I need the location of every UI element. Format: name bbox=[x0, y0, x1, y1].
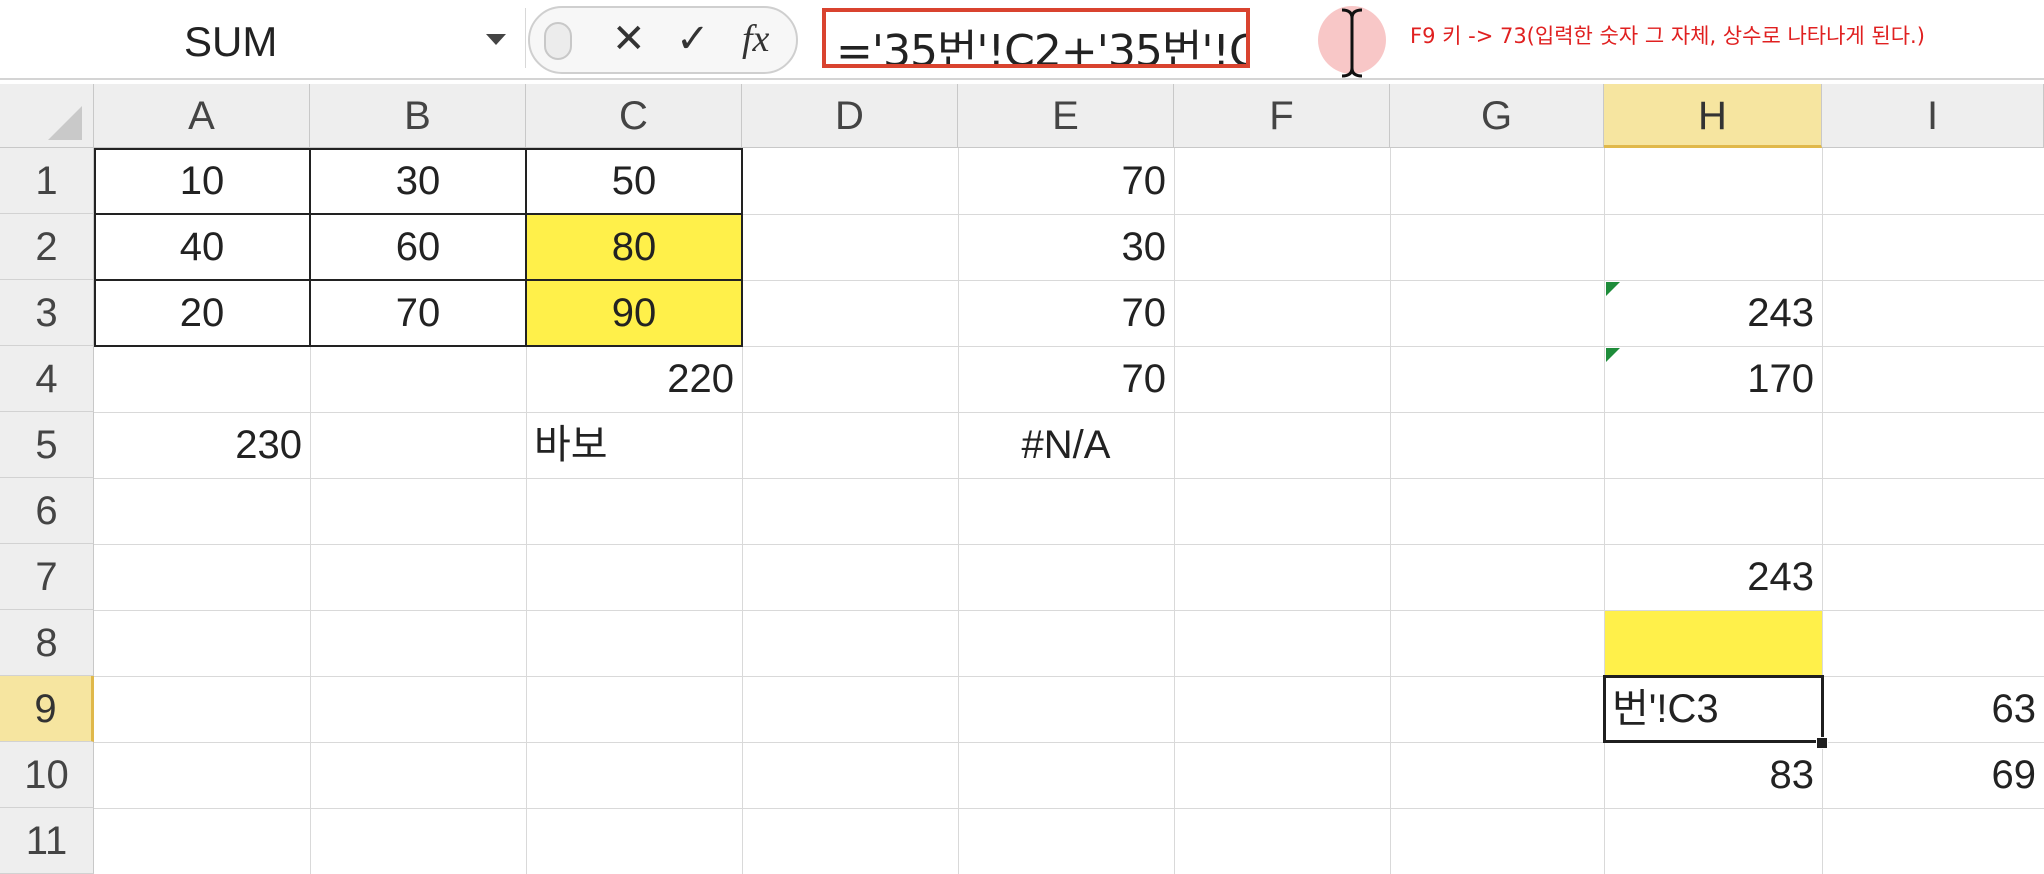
cell-a5[interactable]: 230 bbox=[235, 423, 302, 467]
select-all-button[interactable] bbox=[0, 84, 94, 148]
fill-handle[interactable] bbox=[1816, 737, 1828, 749]
cell-b2[interactable]: 60 bbox=[395, 225, 441, 269]
cell-h7[interactable]: 243 bbox=[1747, 555, 1814, 599]
column-header-h[interactable]: H bbox=[1604, 84, 1822, 148]
formula-bar-area: SUM ✕ ✓ fx ='35번'!C2+'35번'!C3 F9 키 -> 73… bbox=[0, 0, 2044, 80]
gridline bbox=[94, 610, 2044, 611]
column-header-c[interactable]: C bbox=[526, 84, 742, 148]
annotation-note: F9 키 -> 73(입력한 숫자 그 자체, 상수로 나타나게 된다.) bbox=[1410, 24, 1925, 48]
gridline bbox=[1822, 148, 1823, 874]
row-header-6[interactable]: 6 bbox=[0, 478, 94, 544]
table-border-line bbox=[94, 279, 743, 281]
row-header-1[interactable]: 1 bbox=[0, 148, 94, 214]
cell-h3[interactable]: 243 bbox=[1747, 291, 1814, 335]
cell-e2[interactable]: 30 bbox=[1121, 225, 1167, 269]
gridline bbox=[1174, 148, 1175, 874]
gridline bbox=[94, 412, 2044, 413]
formula-text: ='35번'!C2+'35번'!C3 bbox=[836, 26, 1250, 68]
cell-e3[interactable]: 70 bbox=[1121, 291, 1167, 335]
row-header-3[interactable]: 3 bbox=[0, 280, 94, 346]
error-indicator-icon bbox=[1606, 282, 1620, 296]
name-box[interactable]: SUM bbox=[0, 8, 526, 68]
resize-grip-icon[interactable] bbox=[544, 22, 572, 60]
insert-function-icon[interactable]: fx bbox=[742, 18, 770, 60]
row-header-5[interactable]: 5 bbox=[0, 412, 94, 478]
gridline bbox=[94, 676, 2044, 677]
row-header-7[interactable]: 7 bbox=[0, 544, 94, 610]
cell-h4[interactable]: 170 bbox=[1747, 357, 1814, 401]
gridline bbox=[94, 742, 2044, 743]
gridline bbox=[1390, 148, 1391, 874]
gridline bbox=[958, 148, 959, 874]
column-header-f[interactable]: F bbox=[1174, 84, 1390, 148]
cell-a3[interactable]: 20 bbox=[179, 291, 225, 335]
cell-fill bbox=[527, 215, 742, 281]
gridline bbox=[94, 808, 2044, 809]
cell-e4[interactable]: 70 bbox=[1121, 357, 1167, 401]
table-border-line bbox=[309, 148, 311, 347]
table-border-line bbox=[525, 148, 527, 347]
row-header-10[interactable]: 10 bbox=[0, 742, 94, 808]
row-header-11[interactable]: 11 bbox=[0, 808, 94, 874]
gridline bbox=[94, 544, 2044, 545]
cell-h9[interactable]: 번'!C3 bbox=[1612, 687, 1719, 731]
name-box-value: SUM bbox=[184, 18, 278, 65]
column-header-a[interactable]: A bbox=[94, 84, 310, 148]
gridline bbox=[94, 280, 2044, 281]
gridline bbox=[94, 478, 2044, 479]
text-cursor-icon bbox=[1341, 8, 1363, 78]
gridline bbox=[742, 148, 743, 874]
cell-e5[interactable]: #N/A bbox=[1021, 423, 1111, 467]
gridline bbox=[1604, 148, 1605, 874]
worksheet-grid[interactable]: A B C D E F G H I 1 2 3 4 5 6 7 8 9 10 1… bbox=[0, 84, 2044, 874]
table-border-line bbox=[94, 213, 743, 215]
gridline bbox=[94, 346, 2044, 347]
cell-c2[interactable]: 80 bbox=[611, 225, 657, 269]
column-header-d[interactable]: D bbox=[742, 84, 958, 148]
cell-c1[interactable]: 50 bbox=[611, 159, 657, 203]
cancel-icon[interactable]: ✕ bbox=[612, 17, 646, 61]
column-header-i[interactable]: I bbox=[1822, 84, 2044, 148]
cell-b3[interactable]: 70 bbox=[395, 291, 441, 335]
column-header-g[interactable]: G bbox=[1390, 84, 1604, 148]
row-header-2[interactable]: 2 bbox=[0, 214, 94, 280]
error-indicator-icon bbox=[1606, 348, 1620, 362]
cell-b1[interactable]: 30 bbox=[395, 159, 441, 203]
cell-h10[interactable]: 83 bbox=[1769, 753, 1815, 797]
cell-fill bbox=[1605, 611, 1822, 677]
row-header-4[interactable]: 4 bbox=[0, 346, 94, 412]
gridline bbox=[310, 148, 311, 874]
gridline bbox=[526, 148, 527, 874]
gridline bbox=[94, 214, 2044, 215]
active-cell-border bbox=[1603, 675, 1824, 743]
cell-a2[interactable]: 40 bbox=[179, 225, 225, 269]
row-header-8[interactable]: 8 bbox=[0, 610, 94, 676]
cell-c4[interactable]: 220 bbox=[667, 357, 734, 401]
cell-c3[interactable]: 90 bbox=[611, 291, 657, 335]
cell-a1[interactable]: 10 bbox=[179, 159, 225, 203]
name-box-dropdown-icon[interactable] bbox=[486, 34, 506, 45]
column-header-e[interactable]: E bbox=[958, 84, 1174, 148]
formula-controls: ✕ ✓ fx bbox=[528, 6, 798, 74]
enter-icon[interactable]: ✓ bbox=[676, 17, 710, 61]
row-header-9[interactable]: 9 bbox=[0, 676, 94, 742]
cell-fill bbox=[527, 281, 742, 347]
column-header-b[interactable]: B bbox=[310, 84, 526, 148]
select-all-icon bbox=[48, 106, 82, 140]
cell-e1[interactable]: 70 bbox=[1121, 159, 1167, 203]
cell-i10[interactable]: 69 bbox=[1991, 753, 2037, 797]
cell-c5[interactable]: 바보 bbox=[534, 423, 608, 467]
formula-input[interactable]: ='35번'!C2+'35번'!C3 bbox=[822, 8, 1250, 68]
cell-i9[interactable]: 63 bbox=[1991, 687, 2037, 731]
